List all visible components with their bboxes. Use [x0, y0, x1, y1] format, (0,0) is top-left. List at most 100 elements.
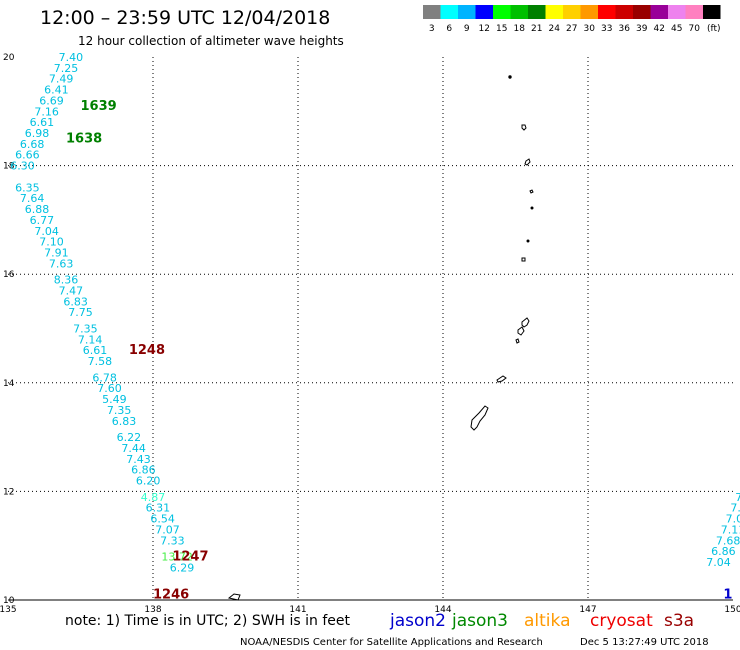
legend-label: 36: [619, 24, 631, 34]
legend-swatch: [423, 5, 441, 19]
legend-swatch: [668, 5, 686, 19]
legend-swatch: [633, 5, 651, 19]
swh-value: 7.47: [59, 284, 84, 297]
legend-label: 3: [429, 24, 435, 34]
island-outline: [470, 405, 489, 431]
pass-time-label: 1248: [129, 343, 165, 358]
island-marker: [530, 206, 534, 210]
satellite-name: jason2: [389, 611, 446, 631]
legend-label: 6: [446, 24, 452, 34]
legend-swatch: [598, 5, 616, 19]
swh-value: 6.20: [136, 475, 161, 488]
satellite-name: s3a: [664, 611, 694, 631]
swh-value: 7.44: [121, 442, 146, 455]
swh-value: 7.04: [706, 556, 731, 569]
lon-tick-label: 144: [434, 605, 451, 615]
satellite-name: jason3: [451, 611, 508, 631]
swh-value: 7.64: [20, 192, 45, 205]
island-marker: [526, 239, 530, 243]
swh-value: 7.91: [44, 246, 69, 259]
legend-label: 18: [514, 24, 526, 34]
swh-value: 6.83: [63, 295, 88, 308]
lat-tick-label: 18: [3, 162, 15, 172]
swh-value: 6.88: [25, 203, 50, 216]
swh-value: 6.29: [170, 561, 195, 574]
swh-value: 6.61: [30, 116, 55, 129]
lon-tick-label: 135: [0, 605, 17, 615]
swh-value: 6.22: [117, 431, 142, 444]
swh-value: 7.96: [735, 491, 740, 504]
island-outline: [515, 338, 520, 344]
legend-swatch: [545, 5, 563, 19]
swh-value: 7.07: [155, 523, 180, 536]
swh-value: 7.25: [54, 62, 79, 75]
legend-swatch: [685, 5, 703, 19]
footer-note: note: 1) Time is in UTC; 2) SWH is in fe…: [65, 613, 351, 629]
swh-value: 6.35: [15, 181, 40, 194]
generation-timestamp: Dec 5 13:27:49 UTC 2018: [580, 637, 709, 648]
satellite-legend: jason2 jason3 altika cryosat s3a: [389, 611, 694, 631]
legend-label: (ft): [707, 24, 721, 34]
swh-value: 7.60: [97, 382, 122, 395]
map-title: 12:00 – 23:59 UTC 12/04/2018: [40, 7, 330, 29]
legend-label: 21: [531, 24, 542, 34]
legend-label: 24: [549, 24, 561, 34]
swh-value: 6.69: [39, 94, 64, 107]
swh-value: 7.11: [721, 523, 740, 536]
island-outline: [524, 158, 531, 166]
pass-time-label: 1639: [81, 99, 117, 114]
lon-tick-label: 147: [579, 605, 596, 615]
swh-value: 7.35: [73, 323, 98, 336]
swh-value: 7.43: [126, 453, 151, 466]
island-outline: [521, 257, 526, 262]
swh-value: 7.63: [49, 257, 74, 270]
legend-swatch: [703, 5, 721, 19]
legend-label: 39: [636, 24, 648, 34]
legend-label: 15: [496, 24, 507, 34]
pass-time-label: 1246: [153, 588, 189, 603]
legend-swatch: [458, 5, 476, 19]
pass-time-labels: 1639 1638 1248 1247 1246 1: [66, 99, 732, 603]
map-subtitle: 12 hour collection of altimeter wave hei…: [78, 34, 344, 48]
swh-value: 6.54: [150, 513, 175, 526]
swh-value: 6.86: [131, 464, 156, 477]
pass-time-label: 1638: [66, 131, 102, 146]
lat-tick-label: 10: [3, 596, 15, 606]
island-outline: [529, 189, 534, 194]
lon-tick-label: 138: [144, 605, 161, 615]
swh-value: 6.31: [146, 502, 171, 515]
swh-value: 7.04: [34, 225, 59, 238]
swh-value: 7.33: [160, 534, 185, 547]
swh-value: 7.40: [59, 51, 84, 64]
swh-value: 6.77: [30, 214, 55, 227]
legend-swatch: [615, 5, 633, 19]
swh-value: 7.68: [716, 534, 740, 547]
legend-swatch: [528, 5, 546, 19]
lat-tick-label: 16: [3, 270, 15, 280]
swh-value: 7.35: [107, 404, 132, 417]
pass-time-label: 1247: [172, 550, 208, 565]
swh-value: 6.83: [112, 415, 137, 428]
legend-label: 30: [584, 24, 596, 34]
legend-swatch: [650, 5, 668, 19]
legend-swatch: [563, 5, 581, 19]
lat-lon-grid: [8, 57, 733, 601]
legend-label: 42: [654, 24, 665, 34]
coastlines: [227, 75, 534, 601]
swh-value: 8.36: [54, 274, 79, 287]
swh-value: 6.78: [92, 371, 117, 384]
swh-value: 6.61: [83, 344, 108, 357]
swh-values: 7.407.257.496.416.697.166.616.986.686.66…: [10, 51, 740, 574]
swh-value: 6.98: [25, 127, 50, 140]
legend-swatch: [493, 5, 511, 19]
swh-value: 5.49: [102, 393, 127, 406]
swh-value: 4.87: [141, 491, 166, 504]
swh-value: 7.14: [78, 333, 103, 346]
swh-value: 6.41: [44, 84, 69, 97]
satellite-name: cryosat: [590, 611, 653, 631]
island-marker: [508, 75, 512, 79]
legend-label: 45: [671, 24, 682, 34]
island-outline: [496, 375, 507, 383]
swh-value: 7.02: [726, 513, 740, 526]
legend-label: 12: [479, 24, 490, 34]
